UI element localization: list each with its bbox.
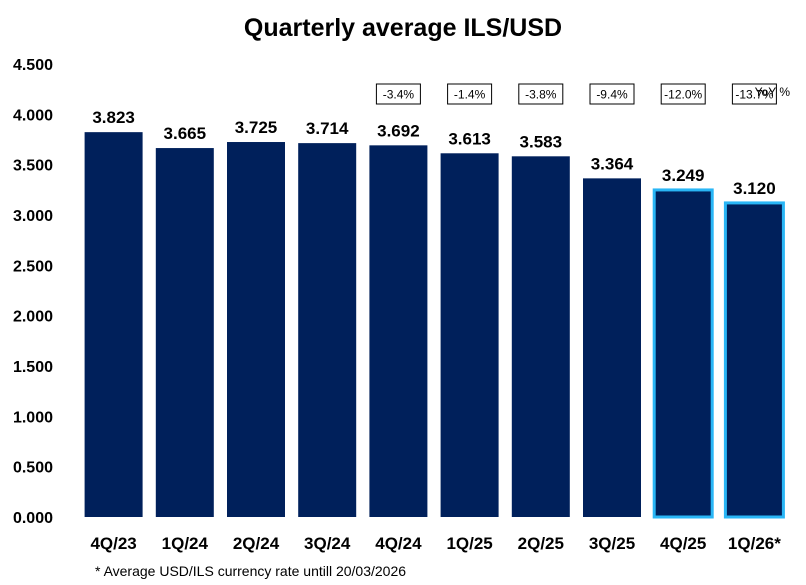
x-tick-label: 1Q/24 [162, 534, 209, 553]
x-tick-label: 1Q/26* [728, 534, 781, 553]
yoy-value: -12.0% [664, 88, 702, 102]
y-tick-label: 0.500 [13, 460, 53, 477]
data-label: 3.823 [92, 108, 135, 127]
footnote: * Average USD/ILS currency rate untill 2… [95, 563, 406, 579]
bar-4q24 [369, 145, 428, 517]
bar-series [84, 132, 785, 519]
data-label: 3.364 [591, 154, 634, 173]
bar-1q25 [440, 153, 499, 518]
x-tick-label: 3Q/25 [589, 534, 635, 553]
yoy-value: -3.8% [525, 88, 557, 102]
data-label: 3.725 [235, 118, 278, 137]
bar-3q25 [583, 178, 641, 517]
y-tick-label: 4.500 [13, 57, 53, 74]
yoy-box [731, 83, 777, 105]
y-tick-label: 1.000 [13, 409, 53, 426]
bar-4q23 [84, 132, 143, 517]
yoy-value: -1.4% [454, 88, 486, 102]
yoy-box [447, 83, 493, 105]
chart-title: Quarterly average ILS/USD [244, 14, 562, 42]
bar-1q26 [723, 201, 785, 519]
yoy-value: -13.7% [735, 88, 773, 102]
bar-4q25 [652, 188, 714, 519]
y-axis: 0.000 0.500 1.000 1.500 2.000 2.500 3.000 3.500… [13, 57, 53, 527]
yoy-box [660, 83, 706, 105]
yoy-box [518, 83, 564, 105]
y-tick-label: 2.000 [13, 309, 53, 326]
bar-1q24 [155, 148, 214, 517]
bar-2q24 [227, 142, 285, 517]
data-label: 3.692 [377, 121, 420, 140]
yoy-value: -9.4% [596, 88, 628, 102]
x-tick-label: 4Q/24 [375, 534, 422, 553]
y-tick-label: 3.000 [13, 208, 53, 225]
y-tick-label: 2.500 [13, 258, 53, 275]
data-label: 3.249 [662, 166, 705, 185]
data-label: 3.714 [306, 119, 349, 138]
x-tick-label: 4Q/23 [90, 534, 136, 553]
bar-3q24 [298, 143, 357, 517]
yoy-box [375, 83, 421, 105]
data-label: 3.120 [733, 179, 776, 198]
x-tick-label: 2Q/24 [233, 534, 280, 553]
bar-2q25 [511, 156, 570, 517]
x-tick-label: 1Q/25 [446, 534, 492, 553]
yoy-box [589, 83, 635, 105]
x-axis: 4Q/23 1Q/24 2Q/24 3Q/24 4Q/24 1Q/25 2Q/25 3Q/25… [90, 534, 781, 553]
x-tick-label: 2Q/25 [518, 534, 564, 553]
data-label: 3.613 [448, 129, 491, 148]
x-tick-label: 3Q/24 [304, 534, 351, 553]
y-tick-label: 3.500 [13, 158, 53, 175]
yoy-label: YoY % [755, 85, 791, 99]
y-tick-label: 4.000 [13, 107, 53, 124]
yoy-annotations: -3.4% -1.4% -3.8% -9.4% -12.0% -13.7% [375, 83, 777, 105]
y-tick-label: 1.500 [13, 359, 53, 376]
yoy-value: -3.4% [383, 88, 415, 102]
data-label: 3.583 [520, 132, 563, 151]
x-tick-label: 4Q/25 [660, 534, 706, 553]
data-labels: 3.823 3.665 3.725 3.714 3.692 3.613 3.583 3.364… [92, 108, 775, 198]
data-label: 3.665 [164, 124, 207, 143]
y-tick-label: 0.000 [13, 510, 53, 527]
